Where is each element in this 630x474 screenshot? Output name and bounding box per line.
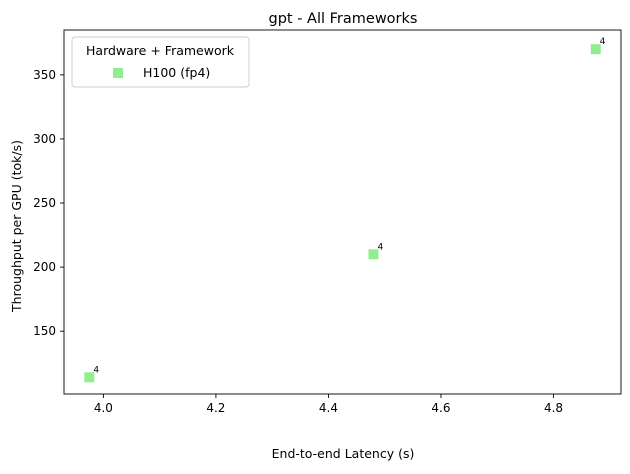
y-axis-label: Throughput per GPU (tok/s)	[9, 140, 24, 313]
legend-marker	[113, 68, 123, 78]
x-tick-label: 4.8	[544, 401, 563, 415]
chart-title: gpt - All Frameworks	[269, 11, 418, 27]
data-label: 4	[377, 242, 383, 252]
x-tick-label: 4.4	[319, 401, 338, 415]
data-point	[368, 249, 379, 260]
y-tick-label: 350	[33, 68, 56, 82]
data-point	[590, 44, 601, 55]
x-tick-label: 4.0	[94, 401, 113, 415]
y-tick-label: 300	[33, 132, 56, 146]
data-label: 4	[93, 365, 99, 375]
legend: Hardware + Framework H100 (fp4)	[71, 36, 250, 88]
data-point	[84, 372, 95, 383]
data-points: 4 4 4	[84, 37, 606, 383]
y-tick-label: 200	[33, 260, 56, 274]
plot-frame	[63, 29, 622, 395]
x-tick-label: 4.2	[206, 401, 225, 415]
axis-ticks: 4.0 4.2 4.4 4.6 4.8 150 200 250 300 350	[33, 68, 563, 415]
x-axis-label: End-to-end Latency (s)	[272, 446, 415, 461]
data-label: 4	[600, 37, 606, 47]
x-tick-label: 4.6	[431, 401, 450, 415]
legend-title: Hardware + Framework	[86, 43, 235, 58]
legend-series-label: H100 (fp4)	[143, 65, 210, 80]
y-tick-label: 150	[33, 324, 56, 338]
y-tick-label: 250	[33, 196, 56, 210]
